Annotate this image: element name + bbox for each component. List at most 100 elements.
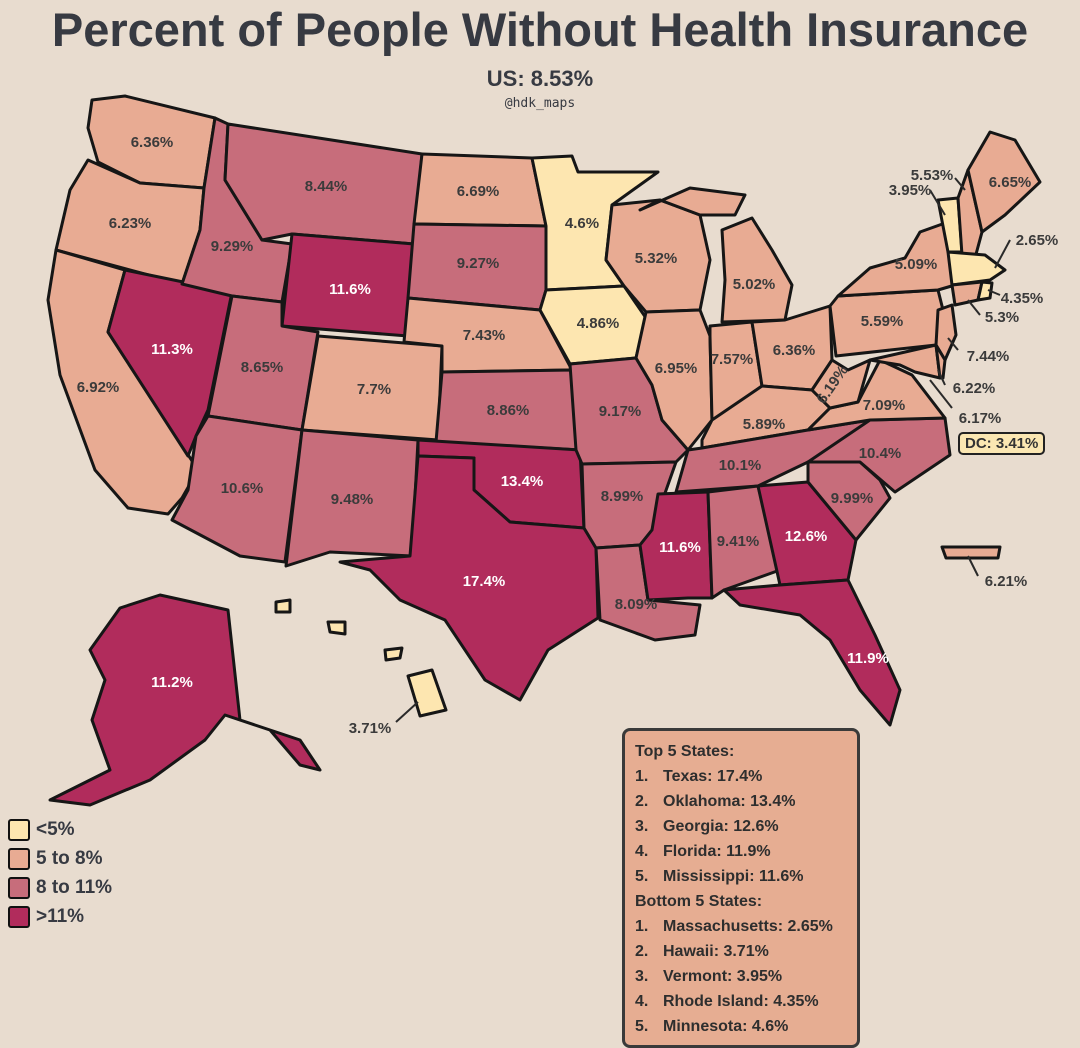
label-or: 6.23% — [109, 215, 152, 232]
leader-line — [929, 189, 946, 216]
state-hi-kauai — [274, 598, 292, 614]
state-ak — [48, 593, 322, 807]
label-wa: 6.36% — [131, 134, 174, 151]
label-wy: 11.6% — [329, 281, 371, 298]
state-al — [706, 484, 782, 600]
label-ia: 4.86% — [577, 315, 620, 332]
state-fl — [722, 578, 902, 727]
label-me: 6.65% — [989, 174, 1032, 191]
legend-label: 8 to 11% — [36, 876, 113, 898]
bottom5-item: 5. Minnesota: 4.6% — [635, 1018, 789, 1035]
label-de: 6.22% — [953, 380, 996, 397]
label-ms: 11.6% — [659, 539, 701, 556]
state-mi-up — [638, 186, 747, 217]
leader-line — [947, 337, 959, 351]
leader-line — [929, 379, 953, 409]
state-ct — [950, 280, 984, 307]
leader-line — [987, 289, 1001, 296]
legend-item: >11% — [8, 902, 112, 931]
bottom5-item: 1. Massachusetts: 2.65% — [635, 918, 833, 935]
state-me — [966, 130, 1042, 234]
state-ny — [836, 220, 957, 298]
legend-label: <5% — [36, 818, 75, 840]
legend-item: 5 to 8% — [8, 844, 112, 873]
label-pr: 6.21% — [985, 573, 1028, 590]
label-ne: 7.43% — [463, 327, 506, 344]
bottom5-item: 3. Vermont: 3.95% — [635, 968, 783, 985]
bottom5-heading: Bottom 5 States: — [635, 893, 763, 910]
top5-item: 3. Georgia: 12.6% — [635, 818, 779, 835]
state-tx — [338, 454, 600, 702]
label-ca: 6.92% — [77, 379, 120, 396]
state-hi-maui — [383, 646, 404, 662]
label-mn: 4.6% — [565, 215, 599, 232]
legend-label: 5 to 8% — [36, 847, 103, 869]
state-ma — [946, 250, 1007, 287]
legend-label: >11% — [36, 905, 85, 927]
state-de — [934, 343, 947, 380]
top5-heading: Top 5 States: — [635, 743, 735, 760]
state-nm — [284, 428, 420, 568]
top5-item: 5. Mississippi: 11.6% — [635, 868, 804, 885]
label-mo: 9.17% — [599, 403, 642, 420]
label-hi: 3.71% — [349, 720, 392, 737]
state-ga — [756, 480, 858, 587]
label-la: 8.09% — [615, 596, 658, 613]
label-tx: 17.4% — [463, 573, 506, 590]
leader-line — [967, 299, 981, 316]
dc-label: DC: 3.41% — [958, 432, 1046, 455]
state-hi — [406, 668, 448, 718]
leader-line — [395, 701, 419, 723]
label-vt: 3.95% — [889, 182, 932, 199]
label-nm: 9.48% — [331, 491, 374, 508]
state-pr — [940, 545, 1002, 560]
legend-swatch — [8, 847, 30, 870]
bottom5-item: 4. Rhode Island: 4.35% — [635, 993, 819, 1010]
top5-item: 4. Florida: 11.9% — [635, 843, 771, 860]
label-ks: 8.86% — [487, 402, 530, 419]
state-nj — [934, 303, 958, 362]
label-id: 9.29% — [211, 238, 254, 255]
label-mi: 5.02% — [733, 276, 776, 293]
label-nc: 10.4% — [859, 445, 902, 462]
legend-item: <5% — [8, 815, 112, 844]
leader-line — [937, 369, 946, 386]
state-nh — [956, 168, 984, 260]
label-nv: 11.3% — [151, 341, 193, 358]
label-ak: 11.2% — [151, 674, 193, 691]
legend-item: 8 to 11% — [8, 873, 112, 902]
top5-item: 2. Oklahoma: 13.4% — [635, 793, 796, 810]
state-hi-oahu — [326, 620, 347, 636]
label-tn: 10.1% — [719, 457, 762, 474]
label-oh: 6.36% — [773, 342, 816, 359]
us-average: US: 8.53% — [486, 66, 594, 91]
label-ri: 4.35% — [1001, 290, 1044, 307]
leader-line — [954, 177, 966, 191]
label-ar: 8.99% — [601, 488, 644, 505]
us-map: 6.36% 6.23% 6.92% 11.3% 9.29% 8.44% 11.6… — [46, 94, 1058, 807]
rankings-box: Top 5 States: 1. Texas: 17.4% 2. Oklahoma:… — [622, 728, 860, 1048]
label-nj: 7.44% — [967, 348, 1010, 365]
label-ct: 5.3% — [985, 309, 1019, 326]
label-ny: 5.09% — [895, 256, 938, 273]
state-mi — [720, 216, 794, 324]
legend-swatch — [8, 818, 30, 841]
leader-line — [994, 239, 1011, 269]
label-al: 9.41% — [717, 533, 760, 550]
label-co: 7.7% — [357, 381, 391, 398]
label-nh: 5.53% — [911, 167, 954, 184]
credit-handle: @hdk_maps — [504, 96, 576, 111]
legend-swatch — [8, 876, 30, 899]
bottom5-item: 2. Hawaii: 3.71% — [635, 943, 769, 960]
label-nd: 6.69% — [457, 183, 500, 200]
label-sd: 9.27% — [457, 255, 500, 272]
label-mt: 8.44% — [305, 178, 348, 195]
leader-line — [967, 555, 979, 577]
label-in: 7.57% — [711, 351, 754, 368]
state-ri — [976, 280, 994, 302]
label-va: 7.09% — [863, 397, 906, 414]
label-il: 6.95% — [655, 360, 698, 377]
label-ga: 12.6% — [785, 528, 828, 545]
label-ut: 8.65% — [241, 359, 284, 376]
label-ok: 13.4% — [501, 473, 544, 490]
